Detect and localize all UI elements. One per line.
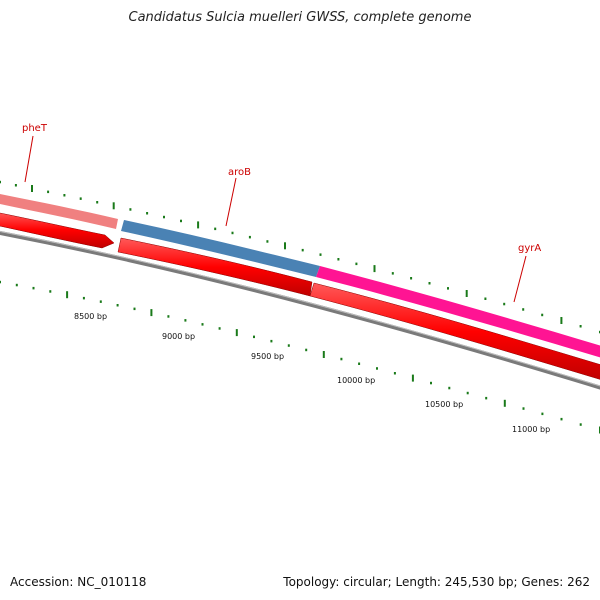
minor-tick (560, 417, 563, 421)
upper-tick-row (0, 180, 600, 334)
bp-label-11000: 11000 bp (512, 425, 550, 434)
gene-label-phet[interactable]: pheT (22, 123, 48, 134)
major-tick (503, 399, 506, 407)
major-tick (560, 317, 563, 324)
minor-tick (448, 386, 451, 390)
cds-arrow-3[interactable] (309, 282, 600, 380)
major-tick (31, 185, 33, 192)
minor-tick (146, 212, 149, 215)
bp-label-9500: 9500 bp (251, 352, 284, 361)
minor-tick (466, 391, 469, 395)
gene-label-arob[interactable]: aroB (228, 167, 251, 178)
major-tick (465, 290, 468, 297)
minor-tick (393, 372, 396, 375)
minor-tick (133, 307, 136, 311)
minor-tick (522, 407, 525, 410)
lower-tick-row (0, 280, 600, 434)
minor-tick (355, 262, 358, 266)
minor-tick (447, 287, 449, 290)
major-tick (284, 242, 286, 250)
minor-tick (391, 272, 394, 275)
minor-tick (376, 367, 378, 370)
minor-tick (410, 277, 413, 280)
genome-backbone (0, 230, 600, 390)
minor-tick (579, 325, 582, 328)
feature-track (0, 193, 600, 358)
minor-tick (163, 215, 165, 219)
minor-tick (266, 240, 269, 243)
minor-tick (167, 315, 170, 318)
major-tick (112, 202, 115, 210)
bp-label-10000: 10000 bp (337, 376, 375, 385)
minor-tick (319, 253, 322, 256)
major-tick (66, 291, 69, 299)
minor-tick (358, 362, 361, 365)
leader-line-gyra (513, 255, 527, 303)
minor-tick (305, 348, 308, 352)
major-tick (373, 265, 376, 273)
major-tick (235, 329, 238, 337)
gene-labels: pheT aroB gyrA (22, 123, 541, 303)
minor-tick (0, 280, 1, 284)
minor-tick (79, 197, 82, 200)
minor-tick (231, 231, 234, 235)
minor-tick (503, 302, 506, 306)
bp-label-8500: 8500 bp (74, 312, 107, 321)
leader-line-arob (225, 177, 237, 227)
genome-summary: Topology: circular; Length: 245,530 bp; … (283, 575, 590, 589)
major-tick (322, 351, 325, 358)
minor-tick (253, 335, 255, 339)
minor-tick (180, 219, 182, 223)
minor-tick (184, 319, 187, 322)
bp-labels: 8500 bp 9000 bp 9500 bp 10000 bp 10500 b… (74, 312, 550, 434)
bp-label-10500: 10500 bp (425, 400, 463, 409)
minor-tick (270, 339, 273, 343)
gene-bar-arob[interactable] (121, 220, 320, 277)
gene-bar-gyra[interactable] (316, 266, 600, 358)
major-tick (150, 309, 153, 317)
minor-tick (485, 396, 488, 400)
minor-tick (116, 304, 119, 307)
minor-tick (14, 184, 17, 187)
minor-tick (522, 308, 525, 311)
cds-arrow-1[interactable] (0, 212, 115, 249)
minor-tick (430, 381, 432, 385)
minor-tick (484, 297, 487, 300)
leader-line-phet (24, 135, 34, 183)
map-title: Candidatus Sulcia muelleri GWSS, complet… (128, 10, 472, 25)
minor-tick (129, 208, 132, 211)
major-tick (411, 374, 414, 382)
minor-tick (63, 194, 66, 197)
minor-tick (15, 283, 18, 287)
minor-tick (340, 357, 343, 361)
gene-bar-phet[interactable] (0, 193, 118, 229)
minor-tick (96, 201, 99, 204)
minor-tick (49, 290, 52, 293)
minor-tick (287, 344, 290, 347)
minor-tick (47, 190, 50, 194)
minor-tick (541, 313, 544, 317)
minor-tick (579, 423, 582, 426)
accession-label: Accession: NC_010118 (10, 575, 147, 589)
minor-tick (248, 235, 251, 239)
cds-track (0, 212, 600, 380)
minor-tick (214, 227, 217, 231)
genome-backbone-highlight (0, 230, 600, 387)
bp-label-9000: 9000 bp (162, 332, 195, 341)
minor-tick (0, 180, 1, 184)
major-tick (197, 221, 200, 229)
minor-tick (337, 258, 340, 261)
minor-tick (428, 282, 431, 285)
minor-tick (541, 412, 544, 416)
minor-tick (218, 327, 221, 330)
minor-tick (201, 323, 204, 326)
minor-tick (301, 248, 304, 252)
gene-label-gyra[interactable]: gyrA (518, 243, 541, 254)
minor-tick (32, 286, 35, 290)
minor-tick (99, 300, 102, 303)
minor-tick (82, 296, 85, 300)
